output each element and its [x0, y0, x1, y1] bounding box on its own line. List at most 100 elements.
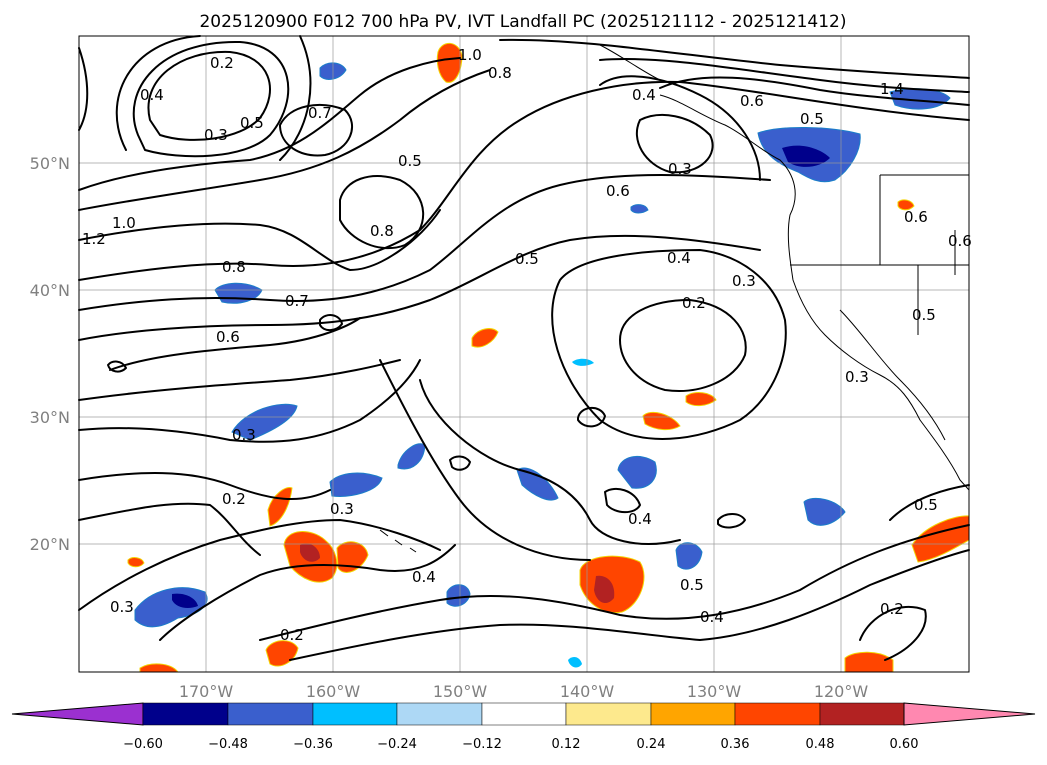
colorbar-tick: 0.24 [637, 737, 666, 752]
longitude-labels: 170°W 160°W 150°W 140°W 130°W 120°W [179, 682, 869, 701]
lon-label: 160°W [306, 682, 361, 701]
lon-label: 150°W [433, 682, 488, 701]
contour-label: 0.6 [216, 328, 240, 346]
lon-label: 120°W [814, 682, 869, 701]
contour-label: 0.3 [110, 598, 134, 616]
contour-label: 0.6 [740, 92, 764, 110]
colorbar-bin [650, 702, 736, 726]
anomaly-pos-7 [336, 541, 369, 573]
anomaly-pos-14 [897, 199, 915, 211]
contour-label: 0.3 [232, 426, 256, 444]
lon-label: 130°W [687, 682, 742, 701]
contour-label: 0.4 [628, 510, 652, 528]
figure-title: 2025120900 F012 700 hPa PV, IVT Landfall… [199, 12, 846, 32]
anomaly-neg-12 [630, 204, 649, 214]
contour-label: 0.5 [515, 250, 539, 268]
contour-label: 0.8 [370, 222, 394, 240]
anomaly-pos-4 [685, 392, 717, 407]
contour-label: 0.2 [880, 600, 904, 618]
colorbar-extend-low [11, 702, 144, 726]
contour-lines [78, 35, 970, 661]
latitude-labels: 50°N 40°N 30°N 20°N [30, 154, 70, 554]
coastlines [379, 44, 970, 553]
anomaly-pos-8-core [594, 575, 615, 604]
map-frame [78, 35, 970, 673]
contour-label: 0.3 [668, 160, 692, 178]
lat-label: 20°N [30, 535, 70, 554]
contour-label: 0.3 [732, 272, 756, 290]
colorbar-bin [565, 702, 652, 726]
colorbar-tick: −0.12 [462, 737, 502, 752]
contour-label: 1.0 [458, 46, 482, 64]
contour-label: 0.5 [914, 496, 938, 514]
contour-label: 0.5 [398, 152, 422, 170]
lon-label: 170°W [179, 682, 234, 701]
contour-label: 0.2 [280, 626, 304, 644]
colorbar-tick: −0.24 [377, 737, 417, 752]
contour-label: 0.4 [632, 86, 656, 104]
colorbar-bin [396, 702, 483, 726]
anomaly-pos-6-core [300, 543, 320, 562]
colorbar-tick: 0.60 [890, 737, 919, 752]
colorbar-tick: 0.36 [721, 737, 750, 752]
colorbar: −0.60 −0.48 −0.36 −0.24 −0.12 0.12 0.24 … [11, 702, 1036, 752]
contour-label: 0.4 [412, 568, 436, 586]
anomaly-neg-2 [231, 403, 298, 441]
lat-label: 40°N [30, 281, 70, 300]
anomaly-pos-1 [436, 42, 463, 83]
anomaly-neg-6 [617, 455, 657, 489]
contour-label: 0.3 [845, 368, 869, 386]
anomaly-neg-wa-core [782, 145, 830, 167]
colorbar-bin [734, 702, 821, 726]
colorbar-bin [481, 702, 567, 726]
colorbar-bin [312, 702, 398, 726]
colorbar-extend-high [903, 702, 1036, 726]
anomaly-neg-9-core [172, 593, 198, 608]
contour-label: 1.4 [880, 80, 904, 98]
colorbar-tick: −0.36 [293, 737, 333, 752]
lon-label: 140°W [560, 682, 615, 701]
anomaly-pos-13 [127, 557, 145, 568]
anomaly-neg-8 [803, 497, 846, 526]
anomaly-neg-10 [446, 584, 471, 607]
contour-label: 0.7 [285, 292, 309, 310]
anomaly-neg-5 [516, 467, 559, 501]
anomaly-pos-11 [844, 651, 894, 673]
contour-label: 0.8 [488, 64, 512, 82]
contour-label: 0.5 [680, 576, 704, 594]
colorbar-bin [142, 702, 229, 726]
anomaly-pos-2 [471, 328, 499, 348]
contour-label: 0.8 [222, 258, 246, 276]
anomaly-neg-13 [572, 358, 594, 366]
anomaly-neg-14 [568, 656, 582, 668]
contour-label: 0.3 [330, 500, 354, 518]
contour-label: 0.2 [222, 490, 246, 508]
contour-label: 0.5 [912, 306, 936, 324]
contour-label: 0.2 [210, 54, 234, 72]
colorbar-tick: −0.60 [123, 737, 163, 752]
contour-label: 0.3 [204, 126, 228, 144]
lat-label: 50°N [30, 154, 70, 173]
colorbar-tick: −0.48 [208, 737, 248, 752]
contour-label: 0.5 [800, 110, 824, 128]
contour-label: 0.6 [904, 208, 928, 226]
colorbar-tick: 0.48 [806, 737, 835, 752]
contour-label: 0.4 [667, 249, 691, 267]
map-panel: 0.2 0.4 0.7 0.3 0.5 1.0 1.2 0.8 0.7 0.6 … [78, 35, 972, 673]
colorbar-bin [819, 702, 905, 726]
contour-label: 0.2 [682, 294, 706, 312]
contour-label: 0.4 [700, 608, 724, 626]
contour-label: 0.6 [606, 182, 630, 200]
colorbar-bin [227, 702, 314, 726]
contour-label: 0.5 [240, 114, 264, 132]
contour-label-group: 0.2 0.4 0.7 0.3 0.5 1.0 1.2 0.8 0.7 0.6 … [82, 46, 972, 644]
contour-label: 0.7 [308, 104, 332, 122]
contour-label: 0.6 [948, 232, 972, 250]
gridlines [79, 36, 969, 672]
colorbar-tick: 0.12 [552, 737, 581, 752]
contour-label: 0.4 [140, 86, 164, 104]
anomaly-neg-3 [329, 472, 383, 497]
lat-label: 30°N [30, 408, 70, 427]
contour-label: 1.2 [82, 230, 106, 248]
